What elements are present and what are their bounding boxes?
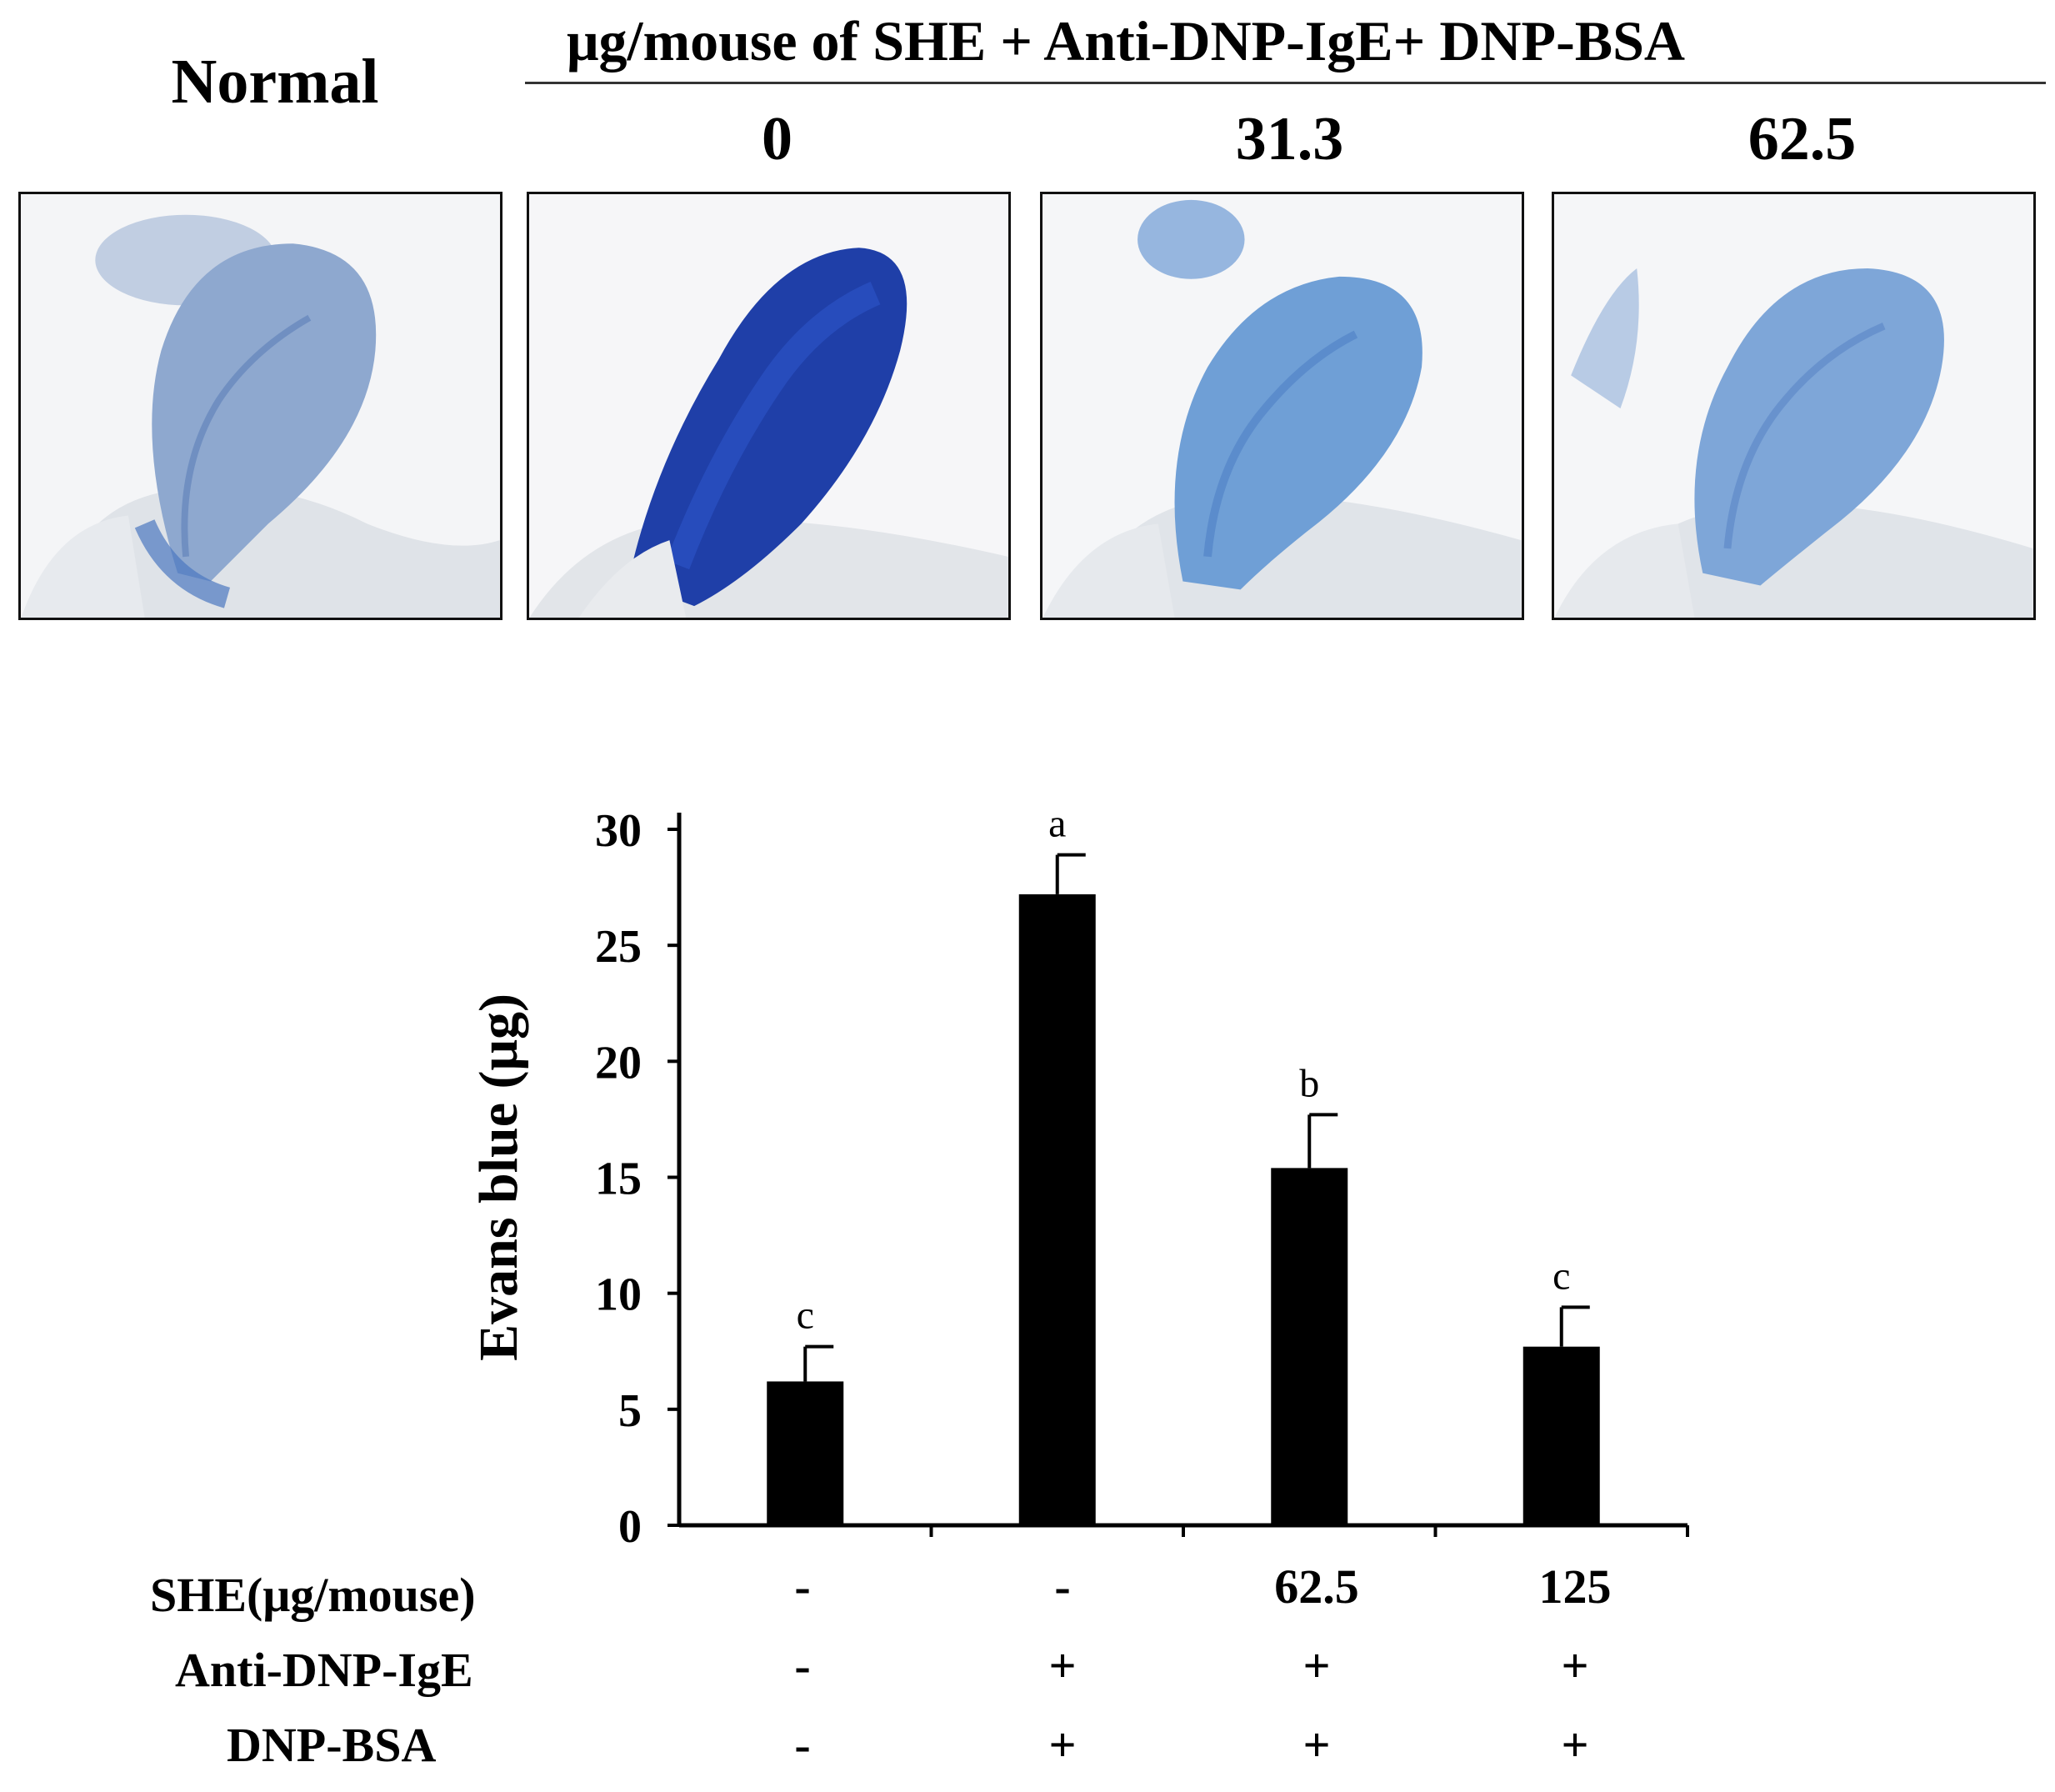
normal-label: Normal [171,47,379,117]
dose-label-0: 0 [762,105,792,173]
significance-label-4: c [1552,1254,1570,1298]
y-tick-label-1: 5 [618,1385,642,1437]
significance-label-1: c [797,1294,814,1338]
ear-illustration-dose-0 [529,194,1008,618]
y-axis-label: Evans blue (μg) [468,994,529,1361]
cell-she-3: 62.5 [1274,1559,1359,1614]
row-label-anti-dnp-ige: Anti-DNP-IgE [175,1643,473,1697]
row-label-dnp-bsa: DNP-BSA [227,1718,437,1772]
y-tick-label-4: 20 [595,1037,642,1089]
bar-3 [1271,1168,1348,1525]
significance-label-2: a [1048,802,1066,846]
dose-label-62-5: 62.5 [1748,105,1857,173]
cell-bsa-2: + [1048,1718,1077,1772]
bar-4 [1522,1346,1600,1525]
cell-ige-4: + [1561,1639,1589,1693]
cell-she-1: - [794,1559,811,1614]
cell-she-4: 125 [1538,1559,1612,1614]
ear-illustration-normal [21,194,500,618]
ear-illustration-dose-31-3 [1042,194,1522,618]
ear-photo-dose-31-3 [1040,192,1524,620]
bar-2 [1018,893,1096,1525]
significance-label-3: b [1299,1061,1319,1105]
evans-blue-bar-chart: 0 5 10 15 20 25 30 Evans blue (μg) c a b c [468,802,1689,1553]
dose-label-31-3: 31.3 [1235,105,1344,173]
row-label-she: SHE(μg/mouse) [150,1568,476,1622]
ear-photo-normal [18,192,502,620]
cell-ige-3: + [1302,1639,1331,1693]
cell-she-2: - [1054,1559,1071,1614]
ear-photo-dose-62-5 [1552,192,2036,620]
y-tick-label-6: 30 [595,805,642,857]
y-tick-label-0: 0 [618,1501,642,1553]
y-tick-label-5: 25 [595,921,642,973]
cell-ige-2: + [1048,1639,1077,1693]
ear-photo-dose-0 [527,192,1011,620]
header-rule [525,82,2046,84]
cell-bsa-4: + [1561,1718,1589,1772]
cell-bsa-1: - [794,1718,811,1772]
cell-bsa-3: + [1302,1718,1331,1772]
bar-1 [767,1381,844,1525]
cell-ige-1: - [794,1639,811,1693]
y-tick-label-3: 15 [595,1154,642,1205]
ear-illustration-dose-62-5 [1554,194,2033,618]
treatment-header: μg/mouse of SHE + Anti-DNP-IgE+ DNP-BSA [567,9,1686,73]
y-tick-label-2: 10 [595,1269,642,1321]
